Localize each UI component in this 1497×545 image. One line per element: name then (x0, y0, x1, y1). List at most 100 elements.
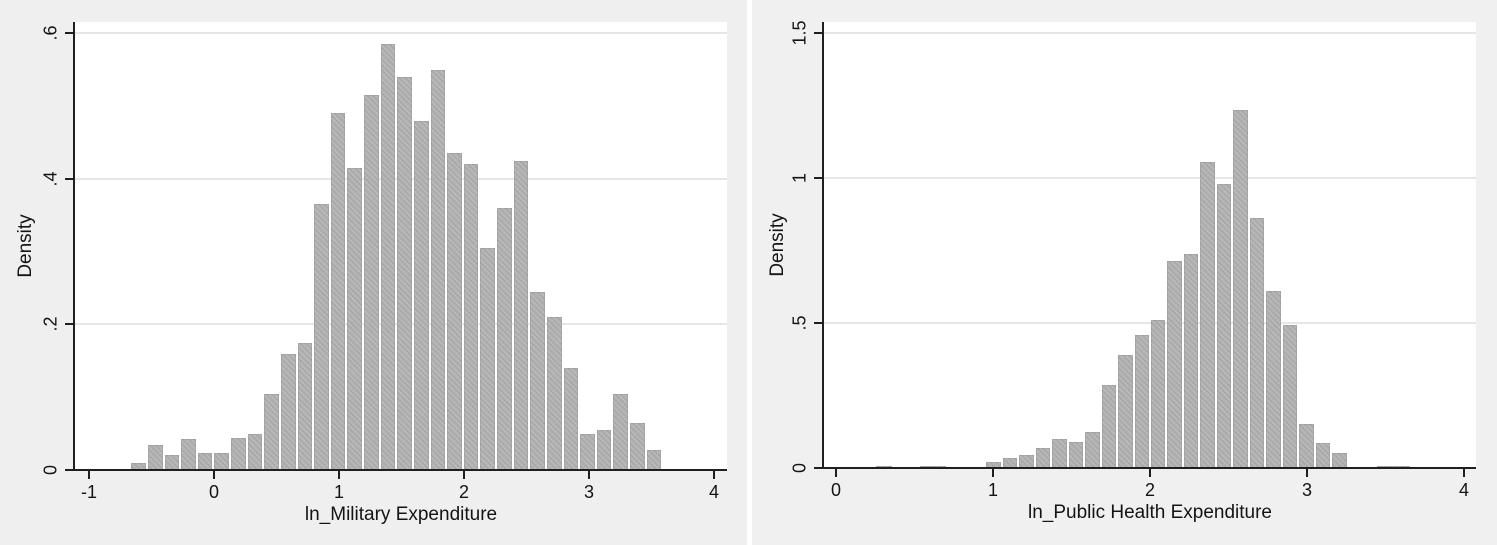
histogram-bar (986, 462, 1001, 468)
y-tick-mark (65, 323, 73, 326)
x-tick-mark (588, 471, 590, 479)
x-tick-label: 2 (1144, 480, 1156, 500)
gridline (824, 32, 1476, 34)
y-tick-label: 0 (789, 462, 810, 474)
histogram-bar (1200, 162, 1215, 468)
y-tick-mark (814, 177, 822, 179)
x-tick-label: 3 (1301, 480, 1313, 500)
y-tick-mark (65, 469, 73, 471)
x-tick-label: 4 (1458, 480, 1470, 500)
x-tick-mark (463, 471, 465, 479)
histogram-bar (1085, 432, 1100, 468)
x-tick-label: 0 (830, 480, 842, 500)
histogram-bar (1068, 442, 1084, 468)
x-tick-label: 4 (708, 482, 720, 502)
panel-divider (747, 0, 752, 545)
histogram-bar (1167, 261, 1182, 468)
x-tick-mark (1463, 469, 1465, 477)
histogram-bar (430, 70, 446, 470)
histogram-bar (546, 317, 562, 470)
histogram-bar (347, 168, 362, 470)
y-tick-mark (65, 177, 73, 180)
histogram-bar (1101, 385, 1117, 468)
gridline (824, 322, 1476, 324)
histogram-bar (1299, 424, 1314, 468)
histogram-bar (596, 430, 612, 470)
histogram-bar (247, 434, 263, 470)
histogram-bar (214, 453, 229, 470)
y-tick-label: 1 (789, 172, 810, 184)
x-tick-mark (713, 471, 715, 479)
histogram-bar (380, 44, 396, 470)
y-axis-line (822, 22, 824, 469)
histogram-bar (1035, 448, 1051, 468)
plot-area (824, 22, 1476, 468)
histogram-bar (580, 434, 595, 470)
x-tick-mark (1306, 469, 1308, 477)
x-tick-mark (88, 471, 90, 479)
y-tick-mark (814, 467, 822, 469)
x-tick-label: -1 (80, 482, 98, 502)
x-axis-title: ln_Public Health Expenditure (1028, 502, 1272, 523)
histogram-bar (297, 343, 313, 470)
y-tick-label: 0 (40, 464, 61, 476)
y-tick-mark (814, 32, 822, 34)
y-tick-mark (814, 322, 822, 324)
y-tick-label: .2 (40, 316, 61, 332)
y-axis-title: Density (15, 214, 36, 278)
y-tick-label: .5 (789, 315, 810, 331)
histogram-bar (613, 394, 628, 470)
histogram-bar (397, 77, 412, 470)
histogram-bar (314, 204, 329, 470)
gridline (824, 177, 1476, 179)
histogram-bar (1151, 320, 1166, 468)
y-axis-title: Density (767, 213, 788, 277)
histogram-bar (1266, 291, 1281, 468)
histogram-bar (1233, 110, 1248, 468)
histogram-bar (1019, 455, 1034, 468)
x-tick-label: 1 (987, 480, 999, 500)
histogram-bar (630, 423, 645, 470)
histogram-bar (280, 354, 296, 470)
x-tick-label: 3 (583, 482, 595, 502)
histogram-bar (463, 164, 479, 470)
gridline (75, 32, 727, 35)
x-tick-label: 0 (208, 482, 220, 502)
histogram-bar (1332, 453, 1347, 468)
x-tick-mark (835, 469, 837, 477)
histogram-bar (1249, 218, 1265, 468)
x-tick-label: 2 (458, 482, 470, 502)
histogram-bar (364, 95, 379, 470)
x-axis-line (73, 469, 727, 471)
histogram-bar (264, 394, 279, 470)
x-axis-line (822, 467, 1476, 469)
y-axis-line (73, 22, 75, 471)
histogram-bar (1118, 355, 1133, 468)
y-tick-mark (65, 32, 73, 35)
histogram-bar (1183, 254, 1199, 468)
histogram-bar (646, 450, 662, 470)
y-tick-label: .4 (40, 171, 61, 187)
histogram-bar (530, 292, 545, 470)
x-tick-mark (213, 471, 215, 479)
histogram-bar (197, 453, 213, 470)
histogram-bar (164, 455, 180, 470)
histogram-bar (413, 121, 429, 470)
histogram-bar (1216, 184, 1232, 468)
histogram-bar (447, 153, 462, 470)
histogram-bar (1052, 439, 1067, 468)
histogram-bar (1002, 458, 1018, 468)
chart-panel-left: Density ln_Military Expenditure -1 0 1 2 3 4 0… (0, 0, 747, 545)
histogram-bar (147, 445, 163, 470)
histogram-bar (497, 208, 512, 470)
y-tick-label: 1.5 (789, 20, 810, 46)
histogram-bar (231, 438, 246, 470)
x-tick-mark (338, 471, 340, 479)
x-tick-label: 1 (333, 482, 345, 502)
histogram-bar (1282, 325, 1298, 468)
histogram-bar (480, 248, 495, 470)
chart-panel-right: Density ln_Public Health Expenditure 0 1 2… (752, 0, 1497, 545)
x-tick-mark (992, 469, 994, 477)
histogram-bar (1134, 335, 1149, 468)
histogram-bar (563, 368, 579, 470)
